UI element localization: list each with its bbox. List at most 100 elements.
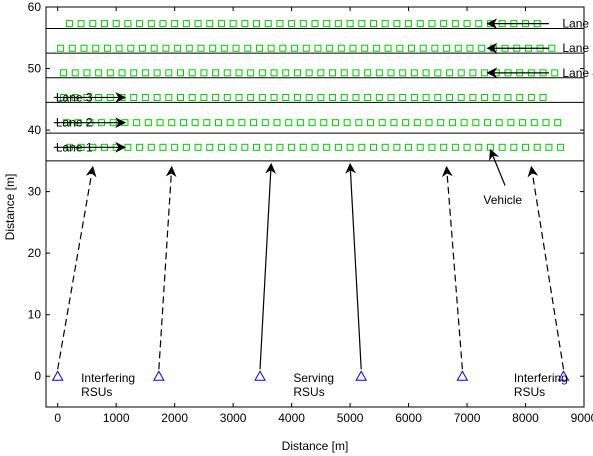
vehicle-marker bbox=[253, 143, 261, 151]
lane-label: Lane 3 bbox=[56, 90, 93, 104]
vehicle-marker bbox=[466, 44, 474, 52]
vehicle-marker bbox=[334, 20, 342, 28]
vehicle-marker bbox=[510, 143, 518, 151]
vehicle-marker bbox=[206, 20, 214, 28]
vehicle-marker bbox=[68, 44, 76, 52]
vehicle-marker bbox=[422, 93, 430, 101]
rsu-marker bbox=[456, 370, 469, 381]
vehicle-marker bbox=[285, 119, 293, 127]
vehicle-marker bbox=[522, 143, 530, 151]
y-tick-label: 60 bbox=[28, 0, 42, 14]
vehicle-marker bbox=[428, 20, 436, 28]
vehicle-marker bbox=[446, 69, 453, 77]
vehicle-marker bbox=[410, 69, 418, 77]
vehicle-marker bbox=[527, 93, 535, 101]
vehicle-marker bbox=[448, 119, 456, 127]
vehicle-marker bbox=[153, 93, 161, 101]
vehicle-marker bbox=[282, 93, 290, 101]
vehicle-marker bbox=[247, 93, 255, 101]
vehicle-marker bbox=[530, 119, 538, 127]
vehicle-marker bbox=[159, 20, 167, 28]
x-axis-label: Distance [m] bbox=[282, 439, 349, 453]
vehicle-marker bbox=[156, 119, 164, 127]
vehicle-marker bbox=[288, 20, 296, 28]
vehicle-marker bbox=[419, 44, 427, 52]
vehicle-marker bbox=[83, 69, 91, 77]
y-tick-label: 20 bbox=[28, 246, 42, 260]
vehicle-marker bbox=[311, 20, 319, 28]
vehicle-marker bbox=[141, 93, 149, 101]
vehicle-marker bbox=[177, 69, 184, 77]
vehicle-marker bbox=[220, 44, 228, 52]
vehicle-marker bbox=[457, 69, 465, 77]
vehicle-marker bbox=[232, 44, 240, 52]
annotation-vehicle: Vehicle bbox=[483, 193, 522, 207]
interfering-link-arrow bbox=[158, 165, 177, 370]
lane-label: Lane 2 bbox=[56, 116, 93, 130]
vehicle-marker bbox=[472, 119, 480, 127]
vehicle-marker bbox=[331, 119, 339, 127]
vehicle-marker bbox=[349, 44, 357, 52]
vehicle-marker bbox=[451, 143, 459, 151]
y-axis-label: Distance [m] bbox=[3, 174, 17, 241]
vehicle-marker bbox=[182, 20, 190, 28]
vehicle-marker bbox=[130, 69, 138, 77]
vehicle-marker bbox=[144, 119, 152, 127]
vehicle-marker bbox=[329, 93, 337, 101]
plot-frame bbox=[45, 6, 585, 408]
vehicle-marker bbox=[106, 69, 114, 77]
vehicle-marker bbox=[115, 44, 123, 52]
vehicle-marker bbox=[369, 20, 377, 28]
vehicle-marker bbox=[381, 20, 389, 28]
vehicle-marker bbox=[244, 44, 252, 52]
vehicle-marker bbox=[460, 119, 468, 127]
vehicle-marker bbox=[296, 119, 304, 127]
vehicle-marker bbox=[405, 143, 413, 151]
vehicle-marker bbox=[463, 20, 471, 28]
vehicle-marker bbox=[346, 143, 354, 151]
vehicle-marker bbox=[138, 44, 146, 52]
vehicle-marker bbox=[165, 93, 173, 101]
vehicle-marker bbox=[177, 93, 184, 101]
vehicle-marker bbox=[118, 69, 126, 77]
rsu-layer bbox=[51, 162, 570, 381]
vehicle-marker bbox=[498, 143, 506, 151]
vehicle-marker bbox=[264, 20, 272, 28]
vehicle-marker bbox=[258, 69, 266, 77]
vehicle-marker bbox=[451, 20, 459, 28]
vehicle-marker bbox=[215, 119, 223, 127]
annotation-interfering-left: Interfering RSUs bbox=[81, 371, 135, 399]
vehicle-marker bbox=[516, 93, 524, 101]
vehicle-marker bbox=[492, 93, 500, 101]
vehicle-marker bbox=[270, 93, 278, 101]
lane-1: Lane 1 bbox=[53, 140, 565, 154]
vehicle-marker bbox=[378, 119, 386, 127]
vehicle-marker bbox=[416, 143, 424, 151]
vehicle-marker bbox=[212, 93, 220, 101]
vehicle-marker bbox=[340, 93, 348, 101]
vehicle-marker bbox=[147, 143, 155, 151]
vehicle-marker bbox=[551, 69, 559, 77]
vehicle-marker bbox=[95, 69, 103, 77]
vehicle-marker bbox=[443, 44, 451, 52]
vehicle-marker bbox=[554, 119, 562, 127]
y-tick-label: 40 bbox=[28, 123, 42, 137]
vehicle-marker bbox=[217, 20, 225, 28]
vehicle-marker bbox=[153, 69, 161, 77]
vehicle-marker bbox=[302, 44, 310, 52]
vehicle-marker bbox=[293, 69, 301, 77]
vehicle-marker bbox=[127, 44, 135, 52]
vehicle-marker bbox=[399, 93, 407, 101]
vehicle-marker bbox=[407, 44, 415, 52]
vehicle-marker bbox=[367, 119, 375, 127]
vehicle-marker bbox=[103, 44, 111, 52]
vehicle-marker bbox=[402, 119, 410, 127]
vehicle-marker bbox=[226, 119, 234, 127]
vehicle-marker bbox=[346, 20, 354, 28]
vehicle-marker bbox=[343, 119, 351, 127]
lane-4: Lane 4 bbox=[60, 66, 593, 80]
rsu-marker bbox=[355, 370, 368, 381]
vehicle-marker bbox=[267, 44, 275, 52]
vehicle-marker bbox=[291, 44, 299, 52]
